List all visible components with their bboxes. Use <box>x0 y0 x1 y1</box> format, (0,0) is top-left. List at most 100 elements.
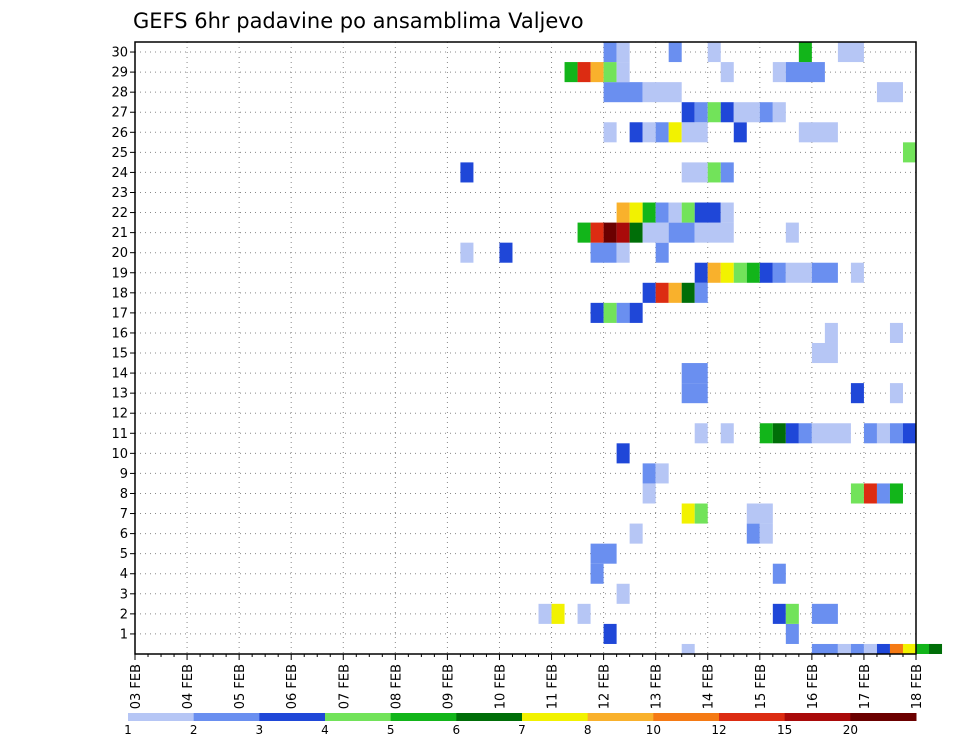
heatmap-cell <box>642 222 669 243</box>
heatmap-cell <box>902 142 916 163</box>
heatmap-cell <box>668 202 682 223</box>
x-axis-ticks: 03 FEB 04 FEB 05 FEB 06 FEB 07 FEB 08 FEB 09 F… <box>129 654 925 709</box>
heatmap-cell <box>668 282 682 303</box>
x-tick-label: 18 FEB <box>910 664 925 709</box>
colorbar: 1 2 3 4 5 6 7 8 10 12 15 20 <box>124 713 917 737</box>
x-tick-label: 15 FEB <box>754 664 769 709</box>
heatmap-cell <box>772 102 786 123</box>
heatmap-cell <box>694 102 708 123</box>
heatmap-cell <box>642 463 656 484</box>
colorbar-label: 15 <box>777 723 792 737</box>
y-tick-label: 20 <box>111 246 128 261</box>
colorbar-swatch <box>587 713 654 721</box>
heatmap-cell <box>629 302 643 323</box>
heatmap-cell <box>642 483 656 504</box>
x-tick-label: 12 FEB <box>598 664 613 709</box>
heatmap-cell <box>590 242 617 263</box>
heatmap-cell <box>681 162 708 183</box>
x-tick-label: 05 FEB <box>233 664 248 709</box>
heatmap-cell <box>785 623 799 644</box>
y-tick-label: 17 <box>111 306 128 321</box>
heatmap-cell <box>603 42 617 63</box>
y-tick-label: 7 <box>120 507 128 522</box>
y-tick-label: 18 <box>111 286 128 301</box>
heatmap-cell <box>785 62 825 83</box>
heatmap-cell <box>889 383 903 404</box>
heatmap-cell <box>876 82 903 103</box>
heatmap-cell <box>785 262 812 283</box>
heatmap-cell <box>889 322 903 343</box>
colorbar-swatch <box>456 713 523 721</box>
heatmap-cell <box>720 162 734 183</box>
heatmap-cell <box>798 423 812 444</box>
y-tick-label: 13 <box>111 387 128 402</box>
heatmap-cell <box>798 122 838 143</box>
heatmap-cell <box>655 122 669 143</box>
y-tick-label: 14 <box>111 367 128 382</box>
heatmap-cell <box>681 383 708 404</box>
colorbar-swatch <box>193 713 260 721</box>
heatmap-cell <box>798 42 812 63</box>
heatmap-cell <box>876 483 890 504</box>
heatmap-cell <box>824 322 838 343</box>
y-tick-label: 24 <box>111 166 128 181</box>
heatmap-cell <box>603 122 617 143</box>
heatmap-cell <box>577 222 591 243</box>
heatmap-cell <box>629 202 643 223</box>
heatmap-cell <box>629 222 643 243</box>
heatmap-cell <box>759 102 773 123</box>
heatmap-cell <box>603 623 617 644</box>
colorbar-swatch <box>719 713 786 721</box>
colorbar-swatch <box>522 713 589 721</box>
y-tick-label: 26 <box>111 126 128 141</box>
y-tick-label: 28 <box>111 86 128 101</box>
colorbar-label: 1 <box>124 723 132 737</box>
colorbar-label: 8 <box>584 723 592 737</box>
heatmap-cell <box>759 423 773 444</box>
y-tick-label: 22 <box>111 206 128 221</box>
heatmap-cell <box>551 603 565 624</box>
colorbar-label: 7 <box>518 723 526 737</box>
heatmap-cell <box>785 603 799 624</box>
heatmap-cell <box>759 523 773 544</box>
heatmap-cell <box>720 262 734 283</box>
heatmap-cell <box>694 423 708 444</box>
heatmap-cell <box>616 443 630 464</box>
colorbar-label: 5 <box>387 723 395 737</box>
y-tick-label: 19 <box>111 266 128 281</box>
x-tick-label: 09 FEB <box>441 664 456 709</box>
colorbar-label: 20 <box>843 723 858 737</box>
heatmap-cell <box>746 262 760 283</box>
heatmap-cell <box>811 262 838 283</box>
y-tick-label: 5 <box>120 547 128 562</box>
heatmap-cell <box>902 643 916 654</box>
y-tick-label: 25 <box>111 146 128 161</box>
heatmap-cell <box>499 242 513 263</box>
colorbar-swatch <box>325 713 392 721</box>
heatmap-cell <box>720 423 734 444</box>
colorbar-label: 2 <box>190 723 198 737</box>
heatmap-cell <box>590 222 604 243</box>
colorbar-swatch <box>653 713 720 721</box>
heatmap-cell <box>460 242 474 263</box>
heatmap-cell <box>733 102 760 123</box>
heatmap-cell <box>616 583 630 604</box>
x-tick-label: 06 FEB <box>285 664 300 709</box>
heatmap-cell <box>876 423 890 444</box>
heatmap-cell <box>837 42 864 63</box>
y-tick-label: 3 <box>120 587 128 602</box>
heatmap-cell <box>655 282 669 303</box>
heatmap-cell <box>916 643 930 654</box>
heatmap-cell <box>720 102 734 123</box>
heatmap-cell <box>889 423 903 444</box>
x-tick-label: 10 FEB <box>493 664 508 709</box>
colorbar-swatch <box>390 713 457 721</box>
heatmap-cell <box>720 62 734 83</box>
heatmap-cell <box>590 302 604 323</box>
y-tick-label: 6 <box>120 527 128 542</box>
heatmap-cell <box>668 122 682 143</box>
heatmap-cell <box>681 363 708 384</box>
heatmap-cell <box>603 302 617 323</box>
heatmap-cell <box>929 643 943 654</box>
